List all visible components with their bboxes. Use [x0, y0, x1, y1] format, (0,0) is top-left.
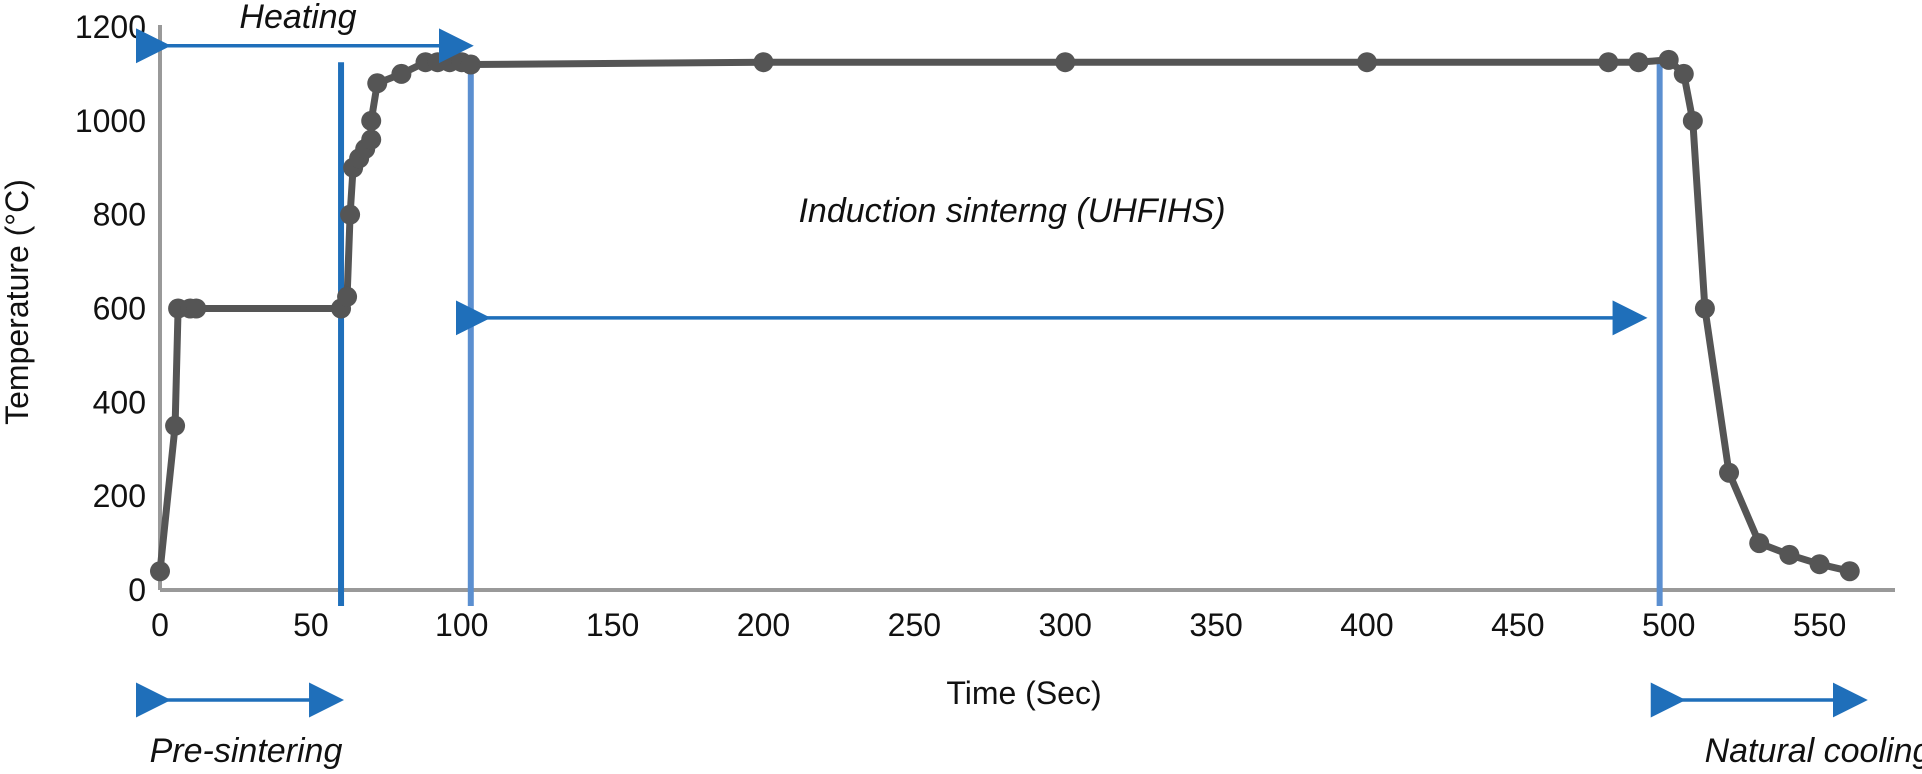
data-point — [367, 73, 388, 94]
phase-boundary-lines — [338, 62, 1663, 606]
y-axis-title: Temperature (°C) — [0, 179, 35, 425]
data-point — [1356, 52, 1377, 73]
data-point — [1719, 462, 1740, 483]
data-point — [391, 63, 412, 84]
series-line — [156, 56, 1854, 575]
data-point — [1779, 544, 1800, 565]
y-tick-label: 400 — [93, 384, 146, 420]
y-tick-label: 800 — [93, 197, 146, 233]
phase-arrows — [136, 28, 1868, 718]
x-tick-label: 500 — [1642, 607, 1695, 643]
data-point — [150, 561, 170, 582]
data-point — [1055, 52, 1076, 73]
x-tick-label: 50 — [293, 607, 329, 643]
y-tick-label: 200 — [93, 478, 146, 514]
data-point — [1658, 49, 1679, 70]
x-tick-label: 200 — [737, 607, 790, 643]
x-tick-label: 0 — [151, 607, 169, 643]
induction-sintering-label: Induction sinterng (UHFIHS) — [798, 192, 1225, 230]
x-tick-label: 100 — [435, 607, 488, 643]
data-point — [337, 286, 358, 307]
data-point — [340, 204, 361, 225]
data-point — [1694, 298, 1715, 319]
data-point — [165, 415, 186, 436]
temperature-series — [150, 49, 1860, 582]
x-tick-label: 150 — [586, 607, 639, 643]
x-tick-label: 300 — [1039, 607, 1092, 643]
y-tick-label: 600 — [93, 291, 146, 327]
data-point — [1809, 554, 1830, 575]
pre-sintering-label: Pre-sintering — [150, 732, 343, 770]
data-point — [1628, 52, 1649, 73]
x-axis-title: Time (Sec) — [946, 675, 1101, 711]
natural-cooling-label: Natural cooling — [1705, 732, 1922, 770]
y-tick-label: 1000 — [75, 103, 146, 139]
y-axis-ticks: 0 200 400 600 800 1000 1200 — [75, 9, 146, 608]
data-point — [1673, 63, 1694, 84]
heating-label: Heating — [239, 0, 356, 36]
data-point — [1839, 561, 1860, 582]
y-tick-label: 0 — [128, 572, 146, 608]
data-point — [1598, 52, 1619, 73]
data-point — [1749, 533, 1770, 554]
axes — [158, 25, 1895, 592]
data-point — [361, 129, 382, 150]
x-tick-label: 400 — [1340, 607, 1393, 643]
data-point — [1682, 110, 1703, 131]
x-tick-label: 450 — [1491, 607, 1544, 643]
data-point — [460, 54, 481, 75]
data-point — [361, 110, 382, 131]
y-tick-label: 1200 — [75, 9, 146, 45]
x-tick-label: 350 — [1189, 607, 1242, 643]
x-tick-label: 250 — [888, 607, 941, 643]
data-point — [186, 298, 207, 319]
data-point — [753, 52, 774, 73]
x-axis-ticks: 0 50 100 150 200 250 300 350 400 450 500 550 — [151, 607, 1846, 643]
x-tick-label: 550 — [1793, 607, 1846, 643]
